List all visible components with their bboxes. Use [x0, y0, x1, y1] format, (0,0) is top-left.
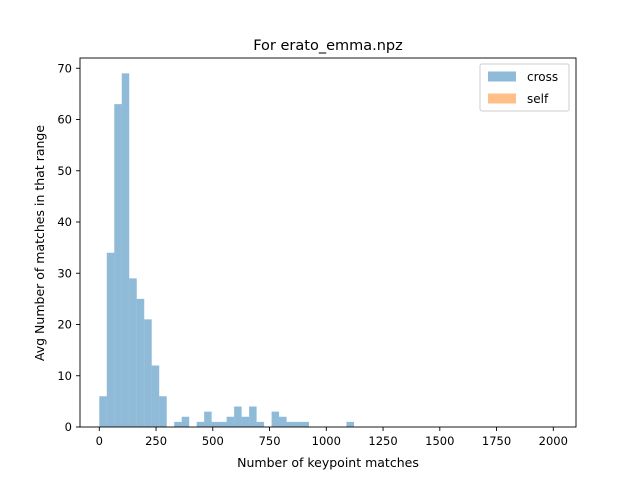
legend-swatch-self [488, 93, 516, 104]
x-tick-label: 750 [259, 434, 281, 448]
bar-cross-2 [114, 104, 122, 427]
bar-cross-24 [301, 421, 310, 427]
bar-cross-14 [219, 421, 227, 427]
bar-cross-22 [286, 421, 295, 427]
bar-cross-6 [144, 319, 152, 427]
x-tick-label: 1500 [425, 434, 454, 448]
x-axis-label: Number of keypoint matches [237, 455, 419, 470]
y-tick-label: 10 [57, 369, 72, 383]
bar-cross-1 [106, 252, 115, 427]
y-tick-label: 40 [57, 215, 72, 229]
bar-cross-8 [159, 396, 167, 427]
plot-frame [79, 57, 577, 428]
x-tick-label: 250 [145, 434, 167, 448]
x-axis: 0 250 500 750 1000 1250 1500 1750 2000 [96, 427, 568, 448]
legend-swatch-cross [488, 71, 516, 82]
bar-cross-4 [129, 278, 137, 427]
legend-label-cross: cross [527, 70, 558, 84]
x-tick-label: 1750 [482, 434, 511, 448]
x-tick-label: 0 [96, 434, 103, 448]
bar-cross-10 [181, 416, 190, 427]
bar-cross-0 [99, 396, 107, 427]
y-tick-label: 20 [57, 318, 72, 332]
bar-cross-16 [234, 406, 242, 427]
x-tick-label: 500 [202, 434, 224, 448]
bar-cross-17 [241, 416, 250, 427]
bar-cross-9 [174, 421, 182, 427]
bar-cross-12 [204, 411, 212, 427]
y-tick-label: 0 [65, 420, 72, 434]
x-tick-label: 2000 [539, 434, 568, 448]
bar-cross-21 [279, 416, 287, 427]
y-tick-label: 70 [57, 61, 72, 75]
y-axis-label: Avg Number of matches in that range [32, 125, 47, 361]
bar-cross-25 [346, 421, 354, 427]
chart-title: For erato_emma.npz [253, 38, 403, 54]
legend: cross self [479, 63, 570, 112]
y-axis: 0 10 20 30 40 50 60 70 [57, 61, 80, 434]
x-tick-label: 1000 [312, 434, 341, 448]
bar-cross-13 [211, 421, 220, 427]
y-tick-label: 30 [57, 266, 72, 280]
bar-cross-15 [226, 416, 235, 427]
y-tick-label: 60 [57, 113, 72, 127]
bar-cross-5 [136, 298, 145, 427]
bar-cross-18 [249, 406, 257, 427]
bar-cross-23 [294, 421, 302, 427]
x-tick-label: 1250 [368, 434, 397, 448]
bar-cross-20 [271, 411, 280, 427]
bar-cross-19 [256, 421, 265, 427]
bar-cross-7 [151, 365, 160, 427]
bar-cross-3 [121, 73, 130, 427]
bar-cross-11 [196, 421, 205, 427]
bars-layer [99, 73, 354, 427]
legend-label-self: self [527, 92, 549, 106]
y-tick-label: 50 [57, 164, 72, 178]
